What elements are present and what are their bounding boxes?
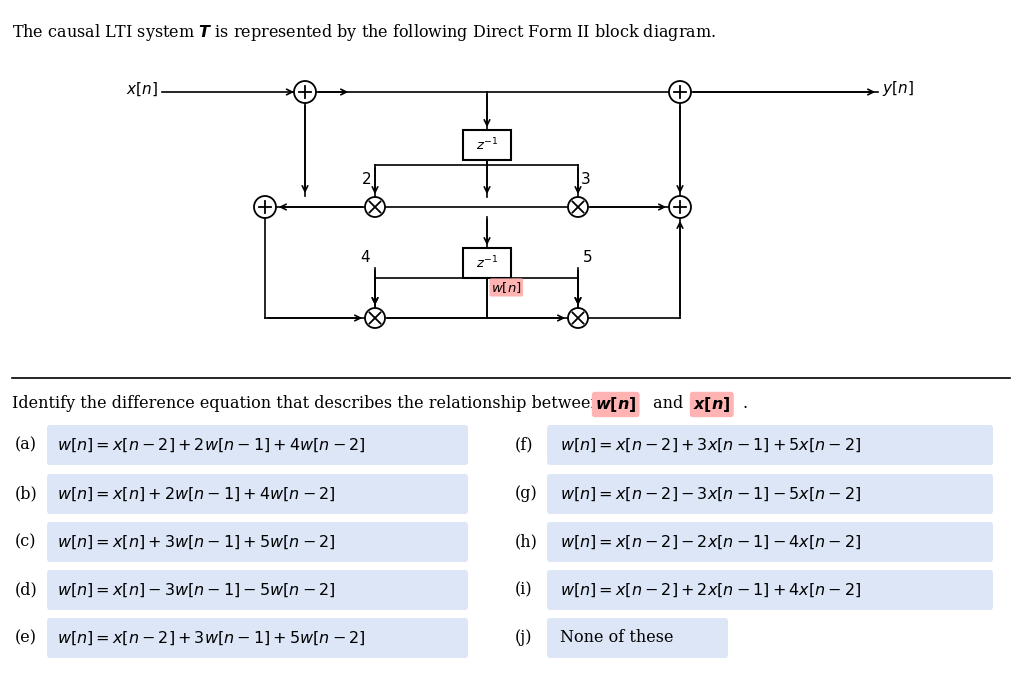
- Text: $w[n] = x[n] + 3w[n-1] + 5w[n-2]$: $w[n] = x[n] + 3w[n-1] + 5w[n-2]$: [57, 534, 336, 551]
- Text: and: and: [648, 395, 688, 412]
- Text: (j): (j): [515, 629, 532, 647]
- Circle shape: [365, 197, 385, 217]
- Text: $y[n]$: $y[n]$: [882, 80, 913, 98]
- Text: $w[n] = x[n-2] + 2w[n-1] + 4w[n-2]$: $w[n] = x[n-2] + 2w[n-1] + 4w[n-2]$: [57, 437, 366, 454]
- FancyBboxPatch shape: [547, 425, 993, 465]
- FancyBboxPatch shape: [47, 618, 468, 658]
- Text: (d): (d): [15, 581, 38, 599]
- Circle shape: [254, 196, 276, 218]
- Text: 4: 4: [360, 250, 370, 265]
- Text: (b): (b): [15, 486, 38, 502]
- Text: $w[n] = x[n-2] - 2x[n-1] - 4x[n-2]$: $w[n] = x[n-2] - 2x[n-1] - 4x[n-2]$: [560, 534, 861, 551]
- Bar: [463, 248, 511, 278]
- Text: 2: 2: [362, 171, 372, 186]
- Text: (i): (i): [515, 581, 532, 599]
- Bar: [463, 130, 511, 160]
- Text: $w[n] = x[n] - 3w[n-1] - 5w[n-2]$: $w[n] = x[n] - 3w[n-1] - 5w[n-2]$: [57, 581, 336, 599]
- Circle shape: [365, 308, 385, 328]
- Text: (e): (e): [15, 629, 37, 647]
- Text: (f): (f): [515, 437, 534, 453]
- Text: .: .: [742, 395, 748, 412]
- FancyBboxPatch shape: [547, 474, 993, 514]
- Text: $w[n] = x[n-2] + 3x[n-1] + 5x[n-2]$: $w[n] = x[n-2] + 3x[n-1] + 5x[n-2]$: [560, 437, 861, 454]
- FancyBboxPatch shape: [547, 522, 993, 562]
- Text: $w[n] = x[n-2] - 3x[n-1] - 5x[n-2]$: $w[n] = x[n-2] - 3x[n-1] - 5x[n-2]$: [560, 485, 861, 502]
- FancyBboxPatch shape: [47, 570, 468, 610]
- FancyBboxPatch shape: [47, 522, 468, 562]
- Text: $w[n] = x[n] + 2w[n-1] + 4w[n-2]$: $w[n] = x[n] + 2w[n-1] + 4w[n-2]$: [57, 485, 336, 502]
- Text: 3: 3: [582, 171, 591, 186]
- Text: (a): (a): [15, 437, 37, 453]
- Text: $w[n]$: $w[n]$: [490, 280, 521, 295]
- Text: $x[n]$: $x[n]$: [126, 80, 158, 98]
- FancyBboxPatch shape: [47, 474, 468, 514]
- FancyBboxPatch shape: [547, 570, 993, 610]
- Circle shape: [568, 308, 588, 328]
- Text: $z^{-1}$: $z^{-1}$: [476, 255, 498, 271]
- FancyBboxPatch shape: [547, 618, 728, 658]
- Text: (h): (h): [515, 534, 538, 550]
- Text: 5: 5: [584, 250, 593, 265]
- Text: $\boldsymbol{x[n]}$: $\boldsymbol{x[n]}$: [693, 395, 730, 414]
- Circle shape: [294, 81, 316, 103]
- Circle shape: [669, 81, 691, 103]
- Circle shape: [568, 197, 588, 217]
- Text: $w[n] = x[n-2] + 2x[n-1] + 4x[n-2]$: $w[n] = x[n-2] + 2x[n-1] + 4x[n-2]$: [560, 581, 861, 599]
- Text: (c): (c): [15, 534, 37, 550]
- Text: None of these: None of these: [560, 629, 674, 647]
- Text: $w[n] = x[n-2] + 3w[n-1] + 5w[n-2]$: $w[n] = x[n-2] + 3w[n-1] + 5w[n-2]$: [57, 629, 366, 647]
- Text: (g): (g): [515, 486, 538, 502]
- FancyBboxPatch shape: [47, 425, 468, 465]
- Text: The causal LTI system $\boldsymbol{T}$ is represented by the following Direct Fo: The causal LTI system $\boldsymbol{T}$ i…: [12, 22, 716, 43]
- Text: $z^{-1}$: $z^{-1}$: [476, 137, 498, 153]
- Text: $\boldsymbol{w[n]}$: $\boldsymbol{w[n]}$: [595, 395, 636, 414]
- Circle shape: [669, 196, 691, 218]
- Text: Identify the difference equation that describes the relationship between: Identify the difference equation that de…: [12, 395, 606, 412]
